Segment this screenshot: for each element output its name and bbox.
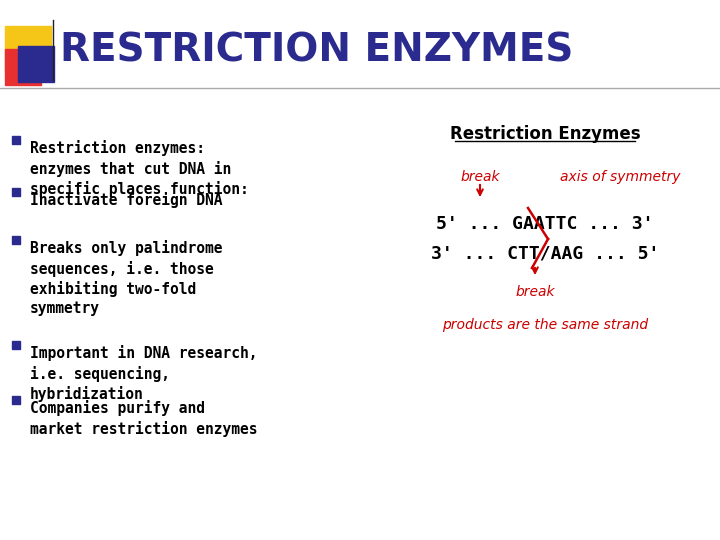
- Text: 3' ... CTT/AAG ... 5': 3' ... CTT/AAG ... 5': [431, 244, 660, 262]
- Text: Restriction Enzymes: Restriction Enzymes: [450, 125, 640, 143]
- Bar: [12, 188, 20, 196]
- Text: break: break: [516, 285, 554, 299]
- Text: Breaks only palindrome
sequences, i.e. those
exhibiting two-fold
symmetry: Breaks only palindrome sequences, i.e. t…: [30, 240, 222, 316]
- Text: break: break: [460, 170, 500, 184]
- Text: Companies purify and
market restriction enzymes: Companies purify and market restriction …: [30, 400, 258, 436]
- Bar: [12, 136, 20, 144]
- Text: Inactivate foreign DNA: Inactivate foreign DNA: [30, 192, 222, 208]
- Text: products are the same strand: products are the same strand: [442, 318, 648, 332]
- Bar: [12, 396, 20, 404]
- Text: RESTRICTION ENZYMES: RESTRICTION ENZYMES: [60, 31, 573, 69]
- Bar: [5, 26, 51, 72]
- Bar: [18, 46, 54, 82]
- Bar: [5, 49, 41, 85]
- Text: 5' ... GAATTC ... 3': 5' ... GAATTC ... 3': [436, 215, 654, 233]
- Text: Important in DNA research,
i.e. sequencing,
hybridization: Important in DNA research, i.e. sequenci…: [30, 345, 258, 402]
- Bar: [12, 236, 20, 244]
- Bar: [12, 341, 20, 349]
- Text: axis of symmetry: axis of symmetry: [559, 170, 680, 184]
- Text: Restriction enzymes:
enzymes that cut DNA in
specific places function:: Restriction enzymes: enzymes that cut DN…: [30, 140, 248, 197]
